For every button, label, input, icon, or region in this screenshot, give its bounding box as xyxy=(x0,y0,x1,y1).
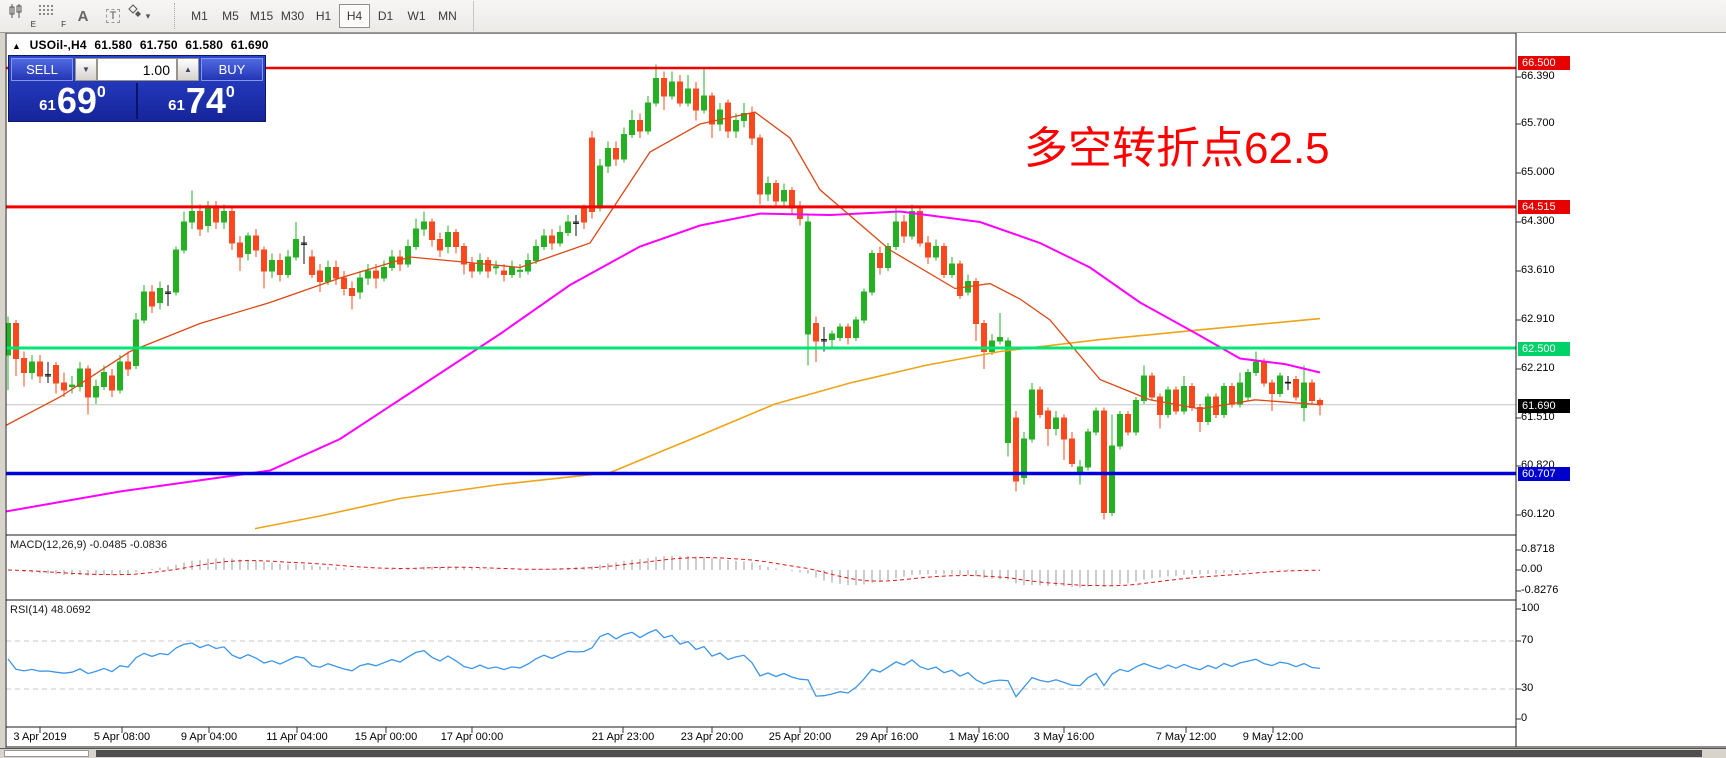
textbox-icon[interactable]: T xyxy=(98,3,128,29)
volume-input[interactable]: 1.00 xyxy=(97,58,177,81)
time-tick-label: 29 Apr 16:00 xyxy=(855,731,919,743)
toolbar-separator-2 xyxy=(473,1,474,31)
buy-button[interactable]: BUY xyxy=(201,58,263,81)
macd-tick-label: 0.00 xyxy=(1521,563,1543,575)
sell-price-main: 69 xyxy=(56,80,97,122)
time-tick-label: 15 Apr 00:00 xyxy=(354,731,418,743)
time-tick-label: 5 Apr 08:00 xyxy=(93,731,151,743)
price-level-badge: 64.515 xyxy=(1518,200,1570,214)
buy-price-display[interactable]: 61 74 0 xyxy=(138,83,265,119)
time-tick-label: 11 Apr 04:00 xyxy=(266,731,328,743)
window-left-border xyxy=(0,33,6,758)
timeframe-button-h1[interactable]: H1 xyxy=(315,9,332,23)
price-tick-label: 63.610 xyxy=(1521,264,1555,276)
price-tick-label: 65.700 xyxy=(1521,117,1555,129)
rsi-tick-label: 100 xyxy=(1521,602,1540,614)
time-tick-label: 17 Apr 00:00 xyxy=(440,731,504,743)
macd-tick-label: -0.8276 xyxy=(1521,584,1559,596)
icon-sub-f: F xyxy=(61,20,66,29)
price-tick-label: 62.910 xyxy=(1521,313,1555,325)
scrollbar-thumb[interactable] xyxy=(96,750,1702,757)
ohlc-open: 61.580 xyxy=(94,38,133,52)
timeframe-button-h4[interactable]: H4 xyxy=(339,4,370,28)
rsi-tick-label: 0 xyxy=(1521,712,1528,724)
horizontal-scrollbar xyxy=(0,748,1726,758)
sell-price-display[interactable]: 61 69 0 xyxy=(9,83,138,119)
chart-annotation-text: 多空转折点62.5 xyxy=(1024,124,1330,173)
timeframe-button-m5[interactable]: M5 xyxy=(222,9,239,23)
volume-increase-button[interactable]: ▲ xyxy=(177,58,199,81)
price-level-badge: 60.707 xyxy=(1518,467,1570,481)
time-tick-label: 23 Apr 20:00 xyxy=(680,731,744,743)
chart-window-icon[interactable]: E xyxy=(8,3,38,29)
timeframe-group: M1 M5 M15 M30 H1 H4 D1 W1 MN xyxy=(184,4,463,28)
time-tick-label: 9 Apr 04:00 xyxy=(180,731,238,743)
price-level-badge: 62.500 xyxy=(1518,342,1570,356)
time-tick-label: 9 May 12:00 xyxy=(1242,731,1304,743)
timeframe-button-m30[interactable]: M30 xyxy=(280,9,305,23)
price-level-badge: 61.690 xyxy=(1518,399,1570,413)
symbol-label: USOil-,H4 xyxy=(29,38,87,52)
text-label-icon[interactable]: A xyxy=(77,7,89,25)
icon-sub-e: E xyxy=(30,20,36,29)
ohlc-low: 61.580 xyxy=(185,38,224,52)
textbox-glyph: T xyxy=(105,9,121,23)
price-tick-label: 62.210 xyxy=(1521,362,1555,374)
sell-button[interactable]: SELL xyxy=(11,58,73,81)
toolbar: E F A T ▾ M1 M5 M15 M30 H1 H4 D1 W1 MN xyxy=(0,0,1726,33)
indicators-icon[interactable]: ▾ xyxy=(128,3,166,29)
buy-price-main: 74 xyxy=(185,80,226,122)
price-tick-label: 61.510 xyxy=(1521,411,1555,423)
price-tick-label: 66.390 xyxy=(1521,70,1555,82)
time-tick-label: 3 Apr 2019 xyxy=(13,731,67,743)
time-tick-label: 3 May 16:00 xyxy=(1033,731,1095,743)
price-level-badge: 66.500 xyxy=(1518,56,1570,70)
timeframe-button-m15[interactable]: M15 xyxy=(249,9,274,23)
macd-label: MACD(12,26,9) -0.0485 -0.0836 xyxy=(10,539,168,551)
ohlc-high: 61.750 xyxy=(139,38,178,52)
grid-icon[interactable]: F xyxy=(38,3,68,29)
volume-decrease-button[interactable]: ▼ xyxy=(75,58,97,81)
timeframe-button-mn[interactable]: MN xyxy=(438,9,457,23)
buy-price-pip: 0 xyxy=(225,84,235,101)
time-tick-label: 25 Apr 20:00 xyxy=(768,731,832,743)
buy-price-prefix: 61 xyxy=(168,97,185,114)
timeframe-button-m1[interactable]: M1 xyxy=(191,9,208,23)
price-tick-label: 64.300 xyxy=(1521,215,1555,227)
time-tick-label: 21 Apr 23:00 xyxy=(591,731,655,743)
chart-symbol-header: ▲ USOil-,H4 61.580 61.750 61.580 61.690 xyxy=(12,38,273,52)
sell-price-prefix: 61 xyxy=(39,97,56,114)
timeframe-button-d1[interactable]: D1 xyxy=(377,9,394,23)
one-click-trade-panel: SELL ▼ 1.00 ▲ BUY 61 69 0 61 74 0 xyxy=(8,55,266,122)
price-tick-label: 65.000 xyxy=(1521,166,1555,178)
toolbar-icon-group: E F A T ▾ xyxy=(0,3,166,29)
price-tick-label: 60.120 xyxy=(1521,508,1555,520)
time-tick-label: 7 May 12:00 xyxy=(1155,731,1217,743)
time-tick-label: 1 May 16:00 xyxy=(948,731,1010,743)
ohlc-close: 61.690 xyxy=(230,38,269,52)
rsi-tick-label: 30 xyxy=(1521,682,1534,694)
scrollbar-track-start[interactable] xyxy=(4,750,89,757)
sell-price-pip: 0 xyxy=(96,84,106,101)
dropdown-caret-icon: ▾ xyxy=(145,10,151,21)
timeframe-button-w1[interactable]: W1 xyxy=(407,9,426,23)
rsi-tick-label: 70 xyxy=(1521,634,1534,646)
toolbar-separator xyxy=(174,3,180,29)
rsi-label: RSI(14) 48.0692 xyxy=(10,604,91,616)
collapse-triangle-icon[interactable]: ▲ xyxy=(12,41,22,51)
macd-tick-label: 0.8718 xyxy=(1521,543,1555,555)
